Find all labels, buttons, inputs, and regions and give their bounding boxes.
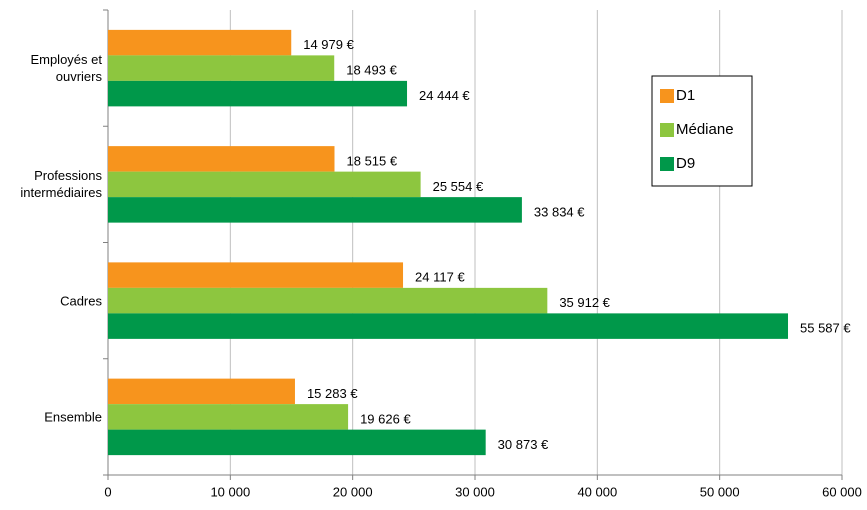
value-label: 24 117 € (415, 270, 465, 285)
value-label: 15 283 € (307, 386, 358, 401)
x-tick-label: 0 (104, 484, 111, 499)
value-label: 24 444 € (419, 88, 470, 103)
x-tick-label: 10 000 (210, 484, 250, 499)
y-tick-label: Professions intermédiaires (20, 168, 102, 201)
value-label: 33 834 € (534, 204, 585, 219)
value-label: 19 626 € (360, 411, 411, 426)
x-tick-label: 30 000 (455, 484, 495, 499)
value-label: 25 554 € (433, 179, 484, 194)
legend-label: Médiane (676, 121, 734, 138)
x-tick-label: 50 000 (700, 484, 740, 499)
x-tick-label: 60 000 (822, 484, 862, 499)
bar (108, 80, 408, 107)
bar (108, 313, 789, 339)
bar (108, 404, 349, 430)
bar (108, 171, 421, 198)
bar (108, 262, 404, 288)
legend-label: D9 (676, 155, 695, 172)
legend-label: D1 (676, 87, 695, 104)
y-tick-label: Employés et ouvriers (30, 52, 102, 85)
value-label: 30 873 € (498, 437, 549, 452)
legend-swatch (660, 89, 674, 103)
bar (108, 378, 295, 405)
value-label: 35 912 € (559, 295, 610, 310)
bar (108, 55, 335, 81)
bar (108, 287, 548, 314)
x-tick-label: 20 000 (333, 484, 373, 499)
value-label: 18 515 € (347, 153, 398, 168)
y-tick-label: Cadres (60, 293, 102, 309)
y-tick-label: Ensemble (44, 409, 102, 425)
bar (108, 146, 335, 172)
bar (108, 197, 522, 223)
value-label: 55 587 € (800, 321, 851, 336)
legend-swatch (660, 157, 674, 171)
bar (108, 29, 292, 56)
x-tick-label: 40 000 (577, 484, 617, 499)
legend-swatch (660, 123, 674, 137)
value-label: 14 979 € (303, 37, 354, 52)
value-label: 18 493 € (346, 63, 397, 78)
bar (108, 429, 486, 456)
